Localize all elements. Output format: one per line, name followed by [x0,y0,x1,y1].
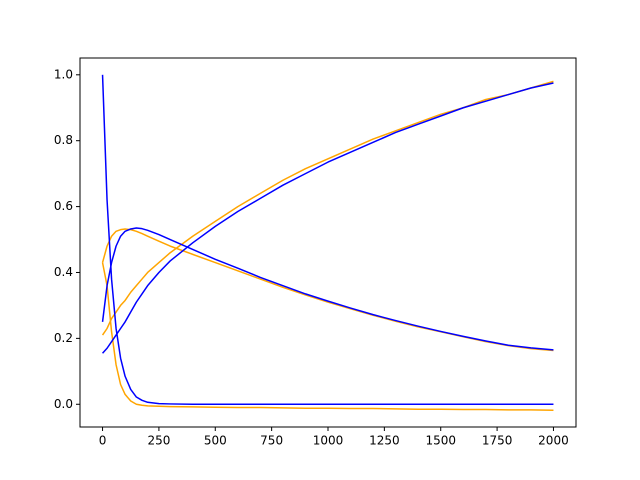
line [101,227,554,351]
x-tick-label: 750 [260,434,283,448]
x-tick-label: 1250 [369,434,400,448]
y-tick-label: 0.4 [54,265,73,279]
y-tick-label: 0.0 [54,397,73,411]
line [101,80,554,336]
line [101,262,554,411]
y-tick-label: 1.0 [54,67,73,81]
x-tick-label: 1750 [482,434,513,448]
x-tick-label: 250 [147,434,170,448]
y-tick-label: 0.2 [54,331,73,345]
line [101,82,554,354]
x-tick-label: 0 [99,434,107,448]
x-tick-label: 1000 [313,434,344,448]
x-tick-label: 1500 [425,434,456,448]
y-tick-label: 0.8 [54,133,73,147]
x-tick-label: 500 [204,434,227,448]
x-tick-label: 2000 [538,434,569,448]
line [101,74,554,406]
y-tick-label: 0.6 [54,199,73,213]
